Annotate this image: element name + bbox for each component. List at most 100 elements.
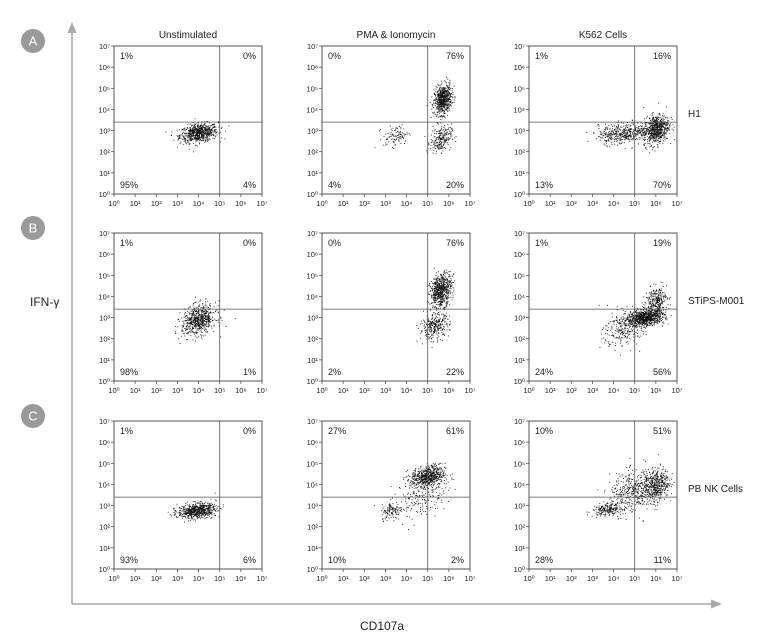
event-dot <box>662 142 664 144</box>
event-dot <box>437 288 439 290</box>
event-dot <box>651 129 653 131</box>
event-dot <box>652 137 654 139</box>
y-tick-label: 10⁷ <box>514 229 525 238</box>
event-dot <box>188 323 190 324</box>
event-dot <box>440 287 442 288</box>
event-dot <box>660 124 662 126</box>
event-dot <box>192 314 194 316</box>
event-dot <box>443 91 445 93</box>
event-dot <box>433 302 435 304</box>
event-dot <box>211 133 213 135</box>
event-dot <box>658 131 660 133</box>
x-tick-label: 10⁶ <box>443 386 454 395</box>
event-dot <box>657 121 659 123</box>
event-dot <box>641 315 643 317</box>
event-dot <box>453 281 454 283</box>
event-dot <box>206 310 207 312</box>
event-dot <box>206 319 208 320</box>
event-dot <box>663 137 665 139</box>
event-dot <box>631 322 633 324</box>
event-dot <box>612 128 613 130</box>
event-dot <box>622 138 624 140</box>
event-dot <box>200 129 202 131</box>
event-dot <box>437 136 439 138</box>
event-dot <box>449 320 451 322</box>
event-dot <box>448 274 450 275</box>
event-dot <box>440 329 442 331</box>
event-dot <box>651 133 653 135</box>
event-dot <box>436 288 438 290</box>
event-dot <box>209 325 211 327</box>
event-dot <box>651 137 653 138</box>
event-dot <box>183 333 185 334</box>
event-dot <box>447 78 449 80</box>
event-dot <box>206 312 207 314</box>
event-dot <box>446 286 448 288</box>
event-dot <box>599 131 601 133</box>
event-dot <box>653 137 655 139</box>
event-dot <box>624 320 626 322</box>
panel-stips-m001-pma-ionomycin: 10⁰10⁰10¹10¹10²10²10³10³10⁴10⁴10⁵10⁵10⁶1… <box>306 229 475 395</box>
event-dot <box>662 117 664 119</box>
event-dot <box>178 320 180 322</box>
event-dot <box>430 327 432 329</box>
event-dot <box>611 134 613 136</box>
event-dot <box>429 293 430 295</box>
event-dot <box>439 139 441 140</box>
event-dot <box>443 282 445 284</box>
event-dot <box>447 86 449 88</box>
event-dot <box>208 309 210 311</box>
event-dot <box>649 123 651 125</box>
event-dot <box>659 122 661 124</box>
event-dot <box>663 123 664 125</box>
event-dot <box>398 132 400 134</box>
event-dot <box>400 134 402 136</box>
event-dot <box>190 137 191 138</box>
event-dot <box>434 142 436 144</box>
event-dot <box>436 292 438 294</box>
event-dot <box>631 321 633 323</box>
event-dot <box>659 317 661 318</box>
event-dot <box>213 127 215 128</box>
event-dot <box>209 122 211 124</box>
event-dot <box>622 133 624 135</box>
event-dot <box>446 282 448 284</box>
event-dot <box>429 325 431 327</box>
event-dot <box>442 288 444 290</box>
event-dot <box>654 150 656 152</box>
event-dot <box>200 307 202 309</box>
event-dot <box>441 128 442 130</box>
event-dot <box>393 148 395 149</box>
event-dot <box>191 314 193 316</box>
event-dot <box>205 137 207 139</box>
event-dot <box>446 105 448 107</box>
event-dot <box>630 320 632 322</box>
event-dot <box>436 290 438 292</box>
event-dot <box>196 337 198 339</box>
event-dot <box>209 138 211 140</box>
x-tick-label: 10⁶ <box>650 199 661 208</box>
event-dot <box>194 138 196 140</box>
event-dot <box>443 280 445 282</box>
event-dot <box>659 133 661 135</box>
event-dot <box>433 297 435 299</box>
event-dot <box>437 91 439 93</box>
event-dot <box>195 323 197 325</box>
event-dot <box>203 323 205 325</box>
y-tick-label: 10⁵ <box>514 271 525 280</box>
event-dot <box>659 128 661 130</box>
event-dot <box>201 125 203 127</box>
event-dot <box>440 288 442 290</box>
event-dot <box>617 124 619 126</box>
event-dot <box>193 134 194 136</box>
event-dot <box>650 137 652 139</box>
event-dot <box>434 324 436 326</box>
event-dot <box>658 102 660 104</box>
event-dot <box>195 123 196 125</box>
event-dot <box>207 315 209 317</box>
event-dot <box>450 105 452 107</box>
event-dot <box>660 125 662 127</box>
event-dot <box>209 133 211 135</box>
event-dot <box>200 132 202 134</box>
event-dot <box>201 325 203 327</box>
